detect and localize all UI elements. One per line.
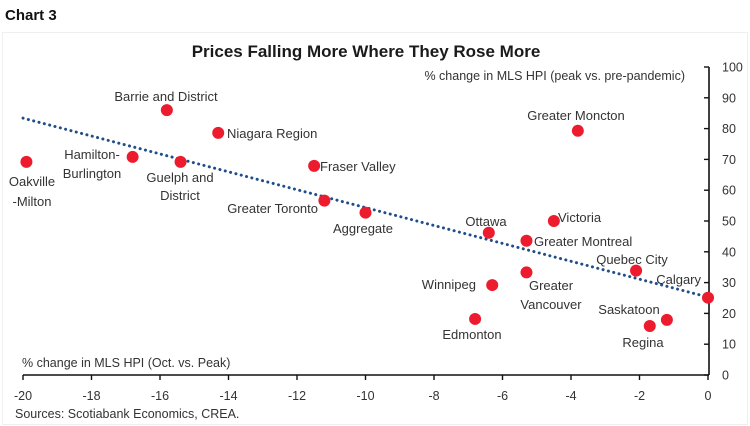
point-label: Victoria (558, 210, 602, 225)
y-tick-label: 30 (722, 276, 736, 290)
data-point (547, 215, 560, 227)
y-tick-label: 50 (722, 215, 736, 229)
point-label: Greater Moncton (527, 108, 625, 123)
trendline (21, 116, 710, 299)
data-point (630, 264, 643, 277)
data-point (308, 159, 321, 172)
data-point (160, 104, 173, 117)
x-tick-label: -12 (288, 389, 306, 403)
x-tick-label: 0 (705, 389, 712, 403)
data-point (482, 226, 495, 239)
chart-title: Prices Falling More Where They Rose More (192, 42, 541, 61)
y-tick-label: 80 (722, 122, 736, 136)
data-point (571, 124, 584, 137)
axes: -20 -18 -16 -14 -12 -10 -8 -6 -4 -2 00102030405060… (14, 61, 743, 404)
data-point (520, 234, 533, 247)
point-label: Burlington (63, 166, 122, 181)
point-label: District (160, 188, 200, 203)
point-label: Vancouver (520, 297, 582, 312)
point-label: Barrie and District (114, 89, 218, 104)
data-point (660, 313, 673, 326)
point-label: Greater Montreal (534, 234, 632, 249)
y-tick-label: 60 (722, 184, 736, 198)
point-label: Greater Toronto (227, 201, 318, 216)
y-tick-label: 90 (722, 91, 736, 105)
data-point (520, 266, 533, 279)
x-tick-label: -2 (634, 389, 645, 403)
data-point (702, 291, 714, 304)
data-point (20, 155, 33, 168)
point-label: Fraser Valley (320, 159, 396, 174)
data-point (212, 126, 225, 139)
point-labels-layer: Oakville -Milton Hamilton- Burlington Barrie… (9, 89, 702, 350)
data-point (126, 150, 139, 163)
point-label: Calgary (656, 272, 701, 287)
x-axis-title: % change in MLS HPI (Oct. vs. Peak) (22, 356, 230, 370)
point-label: Edmonton (442, 327, 501, 342)
chart-frame (2, 32, 748, 425)
data-point (486, 279, 499, 292)
data-point (469, 312, 482, 325)
point-label: Niagara Region (227, 126, 317, 141)
point-label: Winnipeg (422, 277, 476, 292)
x-tick-label: -4 (565, 389, 576, 403)
point-label: Greater (529, 278, 574, 293)
y-tick-label: 0 (722, 369, 729, 383)
point-label: Hamilton- (64, 147, 120, 162)
y-tick-label: 40 (722, 245, 736, 259)
x-tick-label: -14 (219, 389, 237, 403)
x-tick-label: -6 (497, 389, 508, 403)
point-label: Ottawa (465, 214, 507, 229)
y-tick-label: 10 (722, 338, 736, 352)
point-label: Saskatoon (598, 302, 659, 317)
x-tick-label: -20 (14, 389, 32, 403)
point-label: -Milton (12, 194, 51, 209)
y-axis-title: % change in MLS HPI (peak vs. pre-pandem… (424, 69, 685, 83)
x-tick-label: -10 (356, 389, 374, 403)
x-tick-label: -16 (151, 389, 169, 403)
sources-note: Sources: Scotiabank Economics, CREA. (15, 407, 239, 421)
point-label: Regina (622, 335, 664, 350)
point-label: Aggregate (333, 221, 393, 236)
point-label: Quebec City (596, 252, 668, 267)
data-point (359, 206, 372, 219)
y-tick-label: 100 (722, 61, 743, 75)
chart-number: Chart 3 (5, 7, 57, 24)
x-tick-label: -18 (82, 389, 100, 403)
y-tick-label: 70 (722, 153, 736, 167)
trendline-layer (21, 116, 710, 299)
data-point (174, 155, 187, 168)
point-label: Oakville (9, 174, 55, 189)
y-tick-label: 20 (722, 307, 736, 321)
data-point (318, 194, 331, 207)
data-point (643, 320, 656, 333)
x-tick-label: -8 (428, 389, 439, 403)
points-layer (20, 104, 714, 333)
point-label: Guelph and (146, 170, 213, 185)
